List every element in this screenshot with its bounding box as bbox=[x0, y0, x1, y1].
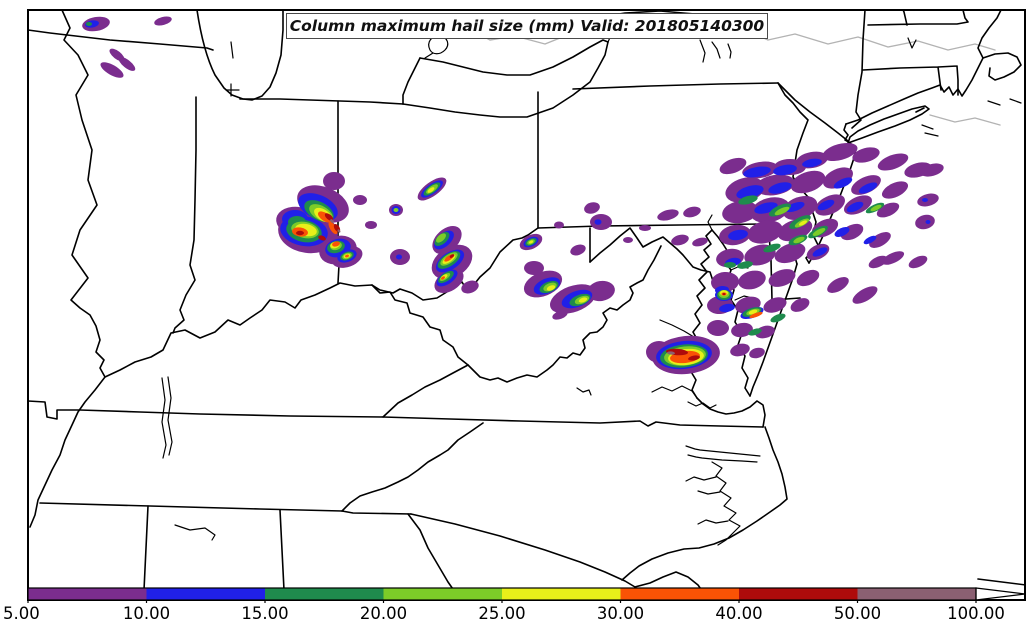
colorbar-tick-label: 15.00 bbox=[241, 604, 288, 623]
colorbar-tick-label: 10.00 bbox=[123, 604, 170, 623]
colorbar bbox=[28, 588, 977, 600]
colorbar-tick-label: 25.00 bbox=[478, 604, 525, 623]
colorbar-tick-label: 100.00 bbox=[947, 604, 1005, 623]
colorbar-segment bbox=[383, 588, 503, 600]
colorbar-extend-arrow bbox=[975, 587, 1026, 601]
colorbar-tick-label: 40.00 bbox=[715, 604, 762, 623]
hail-contours bbox=[82, 16, 944, 375]
colorbar-segment bbox=[265, 588, 384, 600]
colorbar-labels: 5.00 10.00 15.00 20.00 25.00 30.00 40.00 50.00 1… bbox=[3, 600, 1005, 623]
colorbar-tick-label: 30.00 bbox=[597, 604, 644, 623]
map-frame bbox=[27, 9, 1026, 601]
state-borders bbox=[28, 10, 1025, 593]
colorbar-tick-label: 5.00 bbox=[3, 604, 40, 623]
colorbar-tick-label: 50.00 bbox=[834, 604, 881, 623]
colorbar-segment bbox=[620, 588, 740, 600]
colorbar-segment bbox=[28, 588, 147, 600]
colorbar-segment bbox=[502, 588, 621, 600]
colorbar-segment bbox=[146, 588, 266, 600]
colorbar-tick-label: 20.00 bbox=[360, 604, 407, 623]
colorbar-segment bbox=[739, 588, 858, 600]
colorbar-segment bbox=[857, 588, 977, 600]
plot-title: Column maximum hail size (mm) Valid: 201… bbox=[286, 13, 768, 39]
